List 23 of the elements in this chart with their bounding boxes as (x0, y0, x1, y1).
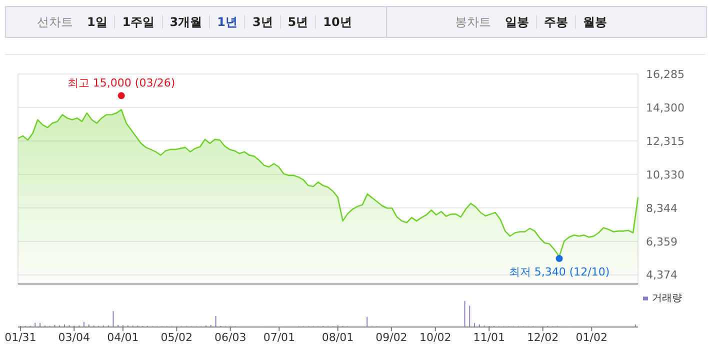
y-tick-label: 6,359 (646, 235, 678, 248)
x-tick-label: 08/01 (322, 330, 354, 344)
period-toolbar: 선차트 1일 1주일 3개월 1년 3년 5년 10년 봉차트 일봉 주봉 월봉 (5, 6, 707, 38)
x-tick-label: 12/02 (526, 330, 559, 344)
y-tick-label: 12,315 (646, 134, 684, 148)
x-tick-label: 05/02 (160, 330, 193, 344)
legend-label: 거래량 (652, 293, 682, 304)
x-tick-label: 03/04 (58, 330, 90, 344)
y-tick-label: 14,300 (646, 101, 684, 114)
y-tick-label: 4,374 (646, 268, 678, 282)
y-tick-label: 16,285 (646, 68, 684, 81)
x-tick-label: 01/02 (576, 330, 608, 344)
y-tick-label: 8,344 (646, 202, 678, 215)
x-tick-label: 10/02 (420, 330, 452, 344)
annotation: 최저 5,340 (12/10) (508, 266, 610, 279)
x-tick-label: 09/02 (376, 330, 408, 344)
x-tick-label: 04/01 (107, 330, 139, 344)
x-tick-label: 01/31 (4, 330, 36, 344)
x-tick-label: 06/03 (214, 330, 246, 344)
x-tick-label: 07/01 (263, 330, 296, 344)
annotation: 최고 15,000 (03/26) (67, 76, 176, 90)
y-tick-label: 10,330 (646, 168, 684, 182)
x-tick-label: 11/01 (473, 330, 505, 344)
